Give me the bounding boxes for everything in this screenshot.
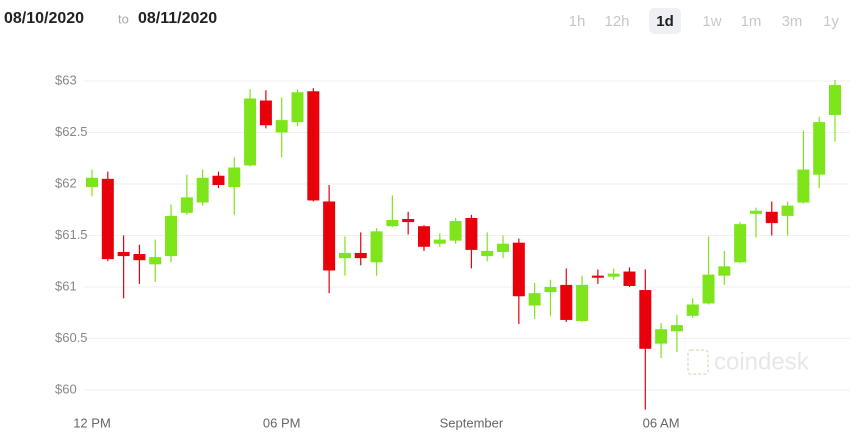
candle-body — [829, 85, 841, 115]
candle-body — [765, 211, 778, 224]
candle-body — [781, 205, 794, 216]
candle-body — [165, 215, 178, 257]
candle-body — [338, 252, 351, 259]
candle-body — [576, 284, 589, 321]
y-tick-label: $61.5 — [55, 227, 88, 242]
watermark: coindesk — [687, 348, 810, 375]
date-separator: to — [118, 11, 129, 26]
candle-body — [465, 217, 478, 250]
y-tick-label: $62.5 — [55, 124, 88, 139]
candle-body — [149, 257, 162, 265]
candle-body — [86, 177, 98, 188]
range-button[interactable]: 1d — [656, 13, 674, 30]
x-tick-label: 06 AM — [643, 415, 680, 430]
candle-body — [180, 197, 193, 213]
candle-body — [623, 271, 636, 286]
candle-body — [386, 220, 399, 227]
candle-body — [813, 122, 826, 175]
candle-body — [512, 242, 525, 297]
x-tick-label: September — [440, 415, 504, 430]
candle-body — [133, 254, 146, 261]
candle-body — [449, 221, 462, 241]
candle-body — [101, 178, 114, 260]
candle-body — [417, 226, 430, 247]
candle-body — [655, 329, 668, 344]
candle-body — [244, 98, 257, 166]
candle-body — [607, 273, 620, 277]
candle-body — [196, 177, 209, 203]
candle-body — [370, 231, 383, 263]
candle-body — [670, 325, 683, 332]
candle-body — [734, 224, 747, 263]
candle-body — [291, 92, 304, 123]
candle-body — [212, 175, 225, 185]
candle-body — [686, 304, 699, 316]
y-tick-label: $63 — [55, 72, 77, 87]
range-button[interactable]: 3m — [782, 13, 803, 30]
candle-body — [481, 250, 494, 257]
candle-body — [591, 275, 604, 278]
watermark-text: coindesk — [714, 348, 810, 375]
candle-body — [354, 252, 367, 259]
date-until[interactable]: 08/11/2020 — [138, 10, 217, 27]
candle-body — [307, 91, 320, 201]
candle-body — [433, 239, 446, 244]
candle-body — [275, 120, 288, 133]
x-tick-label: 06 PM — [263, 415, 301, 430]
candle-body — [797, 169, 810, 203]
range-button[interactable]: 1w — [702, 13, 721, 30]
range-button[interactable]: 1h — [569, 13, 586, 30]
candle-body — [117, 251, 130, 257]
candle-body — [259, 100, 272, 126]
range-active-bg — [649, 8, 681, 34]
y-tick-label: $62 — [55, 175, 77, 190]
candle-body — [544, 286, 557, 293]
candle-body — [749, 210, 762, 214]
y-tick-label: $60.5 — [55, 330, 88, 345]
candle-body — [497, 243, 510, 252]
candle-body — [323, 201, 336, 271]
range-button[interactable]: 1y — [823, 13, 839, 30]
candle-body — [528, 293, 541, 306]
range-button[interactable]: 12h — [604, 13, 629, 30]
candle-body — [560, 284, 573, 320]
date-from[interactable]: 08/10/2020 — [4, 10, 84, 27]
x-tick-label: 12 PM — [73, 415, 111, 430]
range-selector: 1h 12h 1d 1w 1m 3m 1y — [569, 8, 839, 34]
y-tick-label: $60 — [55, 381, 77, 396]
candle-body — [402, 218, 415, 223]
candle-body — [228, 167, 241, 188]
candle-body — [702, 274, 715, 304]
y-tick-label: $61 — [55, 278, 77, 293]
candle-body — [639, 290, 652, 349]
candle-body — [718, 266, 731, 276]
range-button[interactable]: 1m — [741, 13, 762, 30]
